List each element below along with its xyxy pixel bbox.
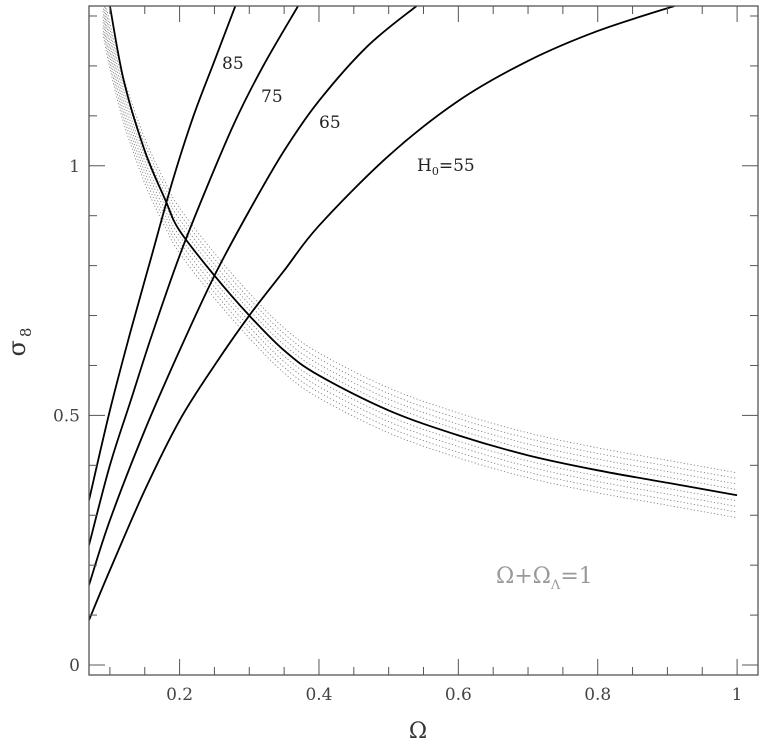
x-tick-label-0: 0.2 [166,685,193,705]
axis-ticks [89,6,758,675]
x-tick-label-2: 0.6 [445,685,472,705]
y-tick-label-1: 0.5 [53,406,80,426]
annotation-main: Ω+Ω [496,564,551,589]
band-line-6 [103,6,738,485]
band-line-2 [102,22,738,507]
confidence-band [102,6,738,519]
y-axis-title-main: σ [3,340,31,356]
svg-text:σ8: σ8 [3,328,35,357]
series-line-2 [89,6,418,586]
curve-label-h0-55: H0=55 [417,156,475,178]
x-tick-label-1: 0.4 [305,685,332,705]
series-line-1 [89,6,299,546]
band-line-8 [105,6,738,474]
series-line-4 [109,6,738,497]
tick-labels: 0.2 0.4 0.6 0.8 1 0 0.5 1 [53,157,743,705]
annotation-sub: Λ [550,578,561,593]
band-line-3 [102,16,738,502]
plot-frame [88,5,759,676]
y-tick-label-0: 0 [69,656,80,676]
curves [89,6,738,621]
model-annotation: Ω+ΩΛ=1 [496,564,593,593]
band-line-0 [102,33,738,519]
curve-label-85: 85 [222,54,244,74]
x-tick-label-3: 0.8 [584,685,611,705]
curve-label-h-sub: 0 [432,165,439,178]
series-line-3 [89,6,675,621]
curve-label-65: 65 [319,113,341,133]
series-line-0 [89,6,237,501]
y-axis-title-sub: 8 [17,328,35,338]
band-line-5 [102,6,738,491]
x-axis-title: Ω [409,719,427,744]
band-line-1 [102,27,738,513]
x-tick-label-4: 1 [732,685,743,705]
curve-label-h: H [417,156,432,176]
curve-label-75: 75 [261,87,283,107]
curve-label-h-tail: =55 [439,156,475,176]
y-axis-title: σ8 [3,328,35,357]
annotation-tail: =1 [560,564,592,589]
y-tick-label-2: 1 [69,157,80,177]
band-line-7 [104,6,738,479]
